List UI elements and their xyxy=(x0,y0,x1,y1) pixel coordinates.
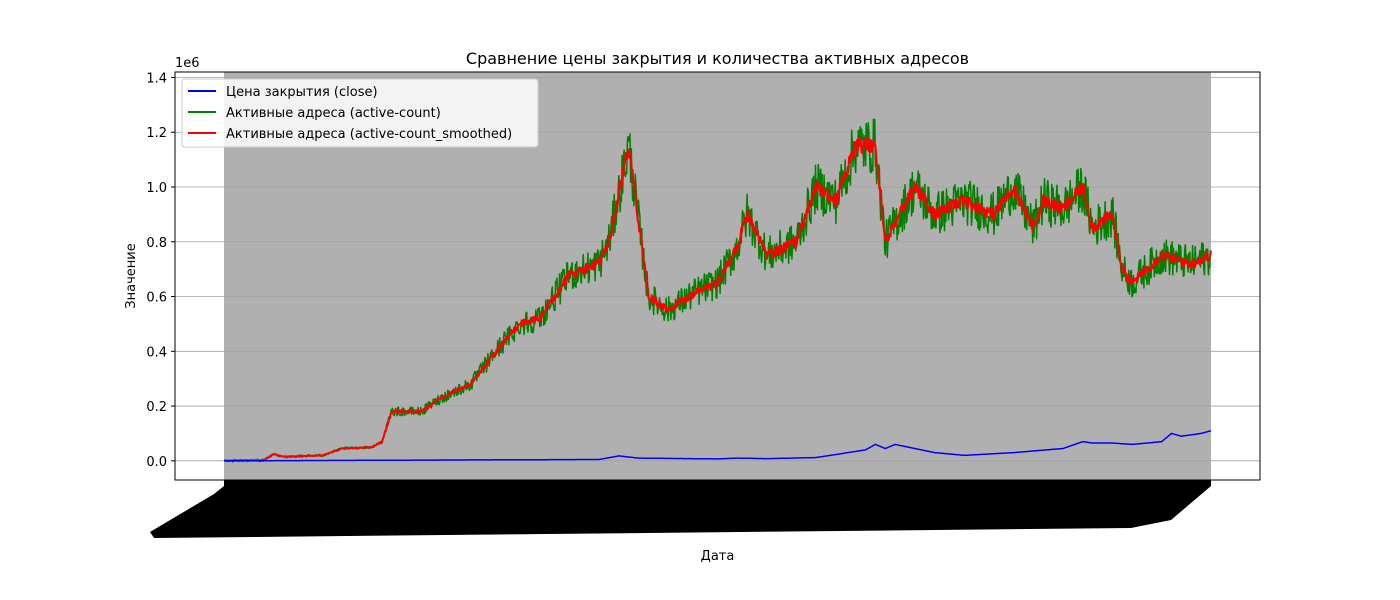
y-tick-label: 1.4 xyxy=(146,71,167,86)
x-tick-labels xyxy=(150,486,1211,538)
y-tick-label: 0.2 xyxy=(146,400,167,415)
x-ticks xyxy=(150,480,1211,538)
y-tick-label: 0.0 xyxy=(146,455,167,470)
series-line-1 xyxy=(223,118,1212,463)
chart-title: Сравнение цены закрытия и количества акт… xyxy=(466,49,969,68)
x-axis-label: Дата xyxy=(701,549,735,564)
y-tick-label: 0.8 xyxy=(146,236,167,251)
legend-label: Цена закрытия (close) xyxy=(226,85,378,100)
y-tick-label: 0.4 xyxy=(146,345,167,360)
y-ticks: 0.0 0.2 0.4 0.6 0.8 1.0 1.2 1.4 xyxy=(146,71,175,470)
legend-box xyxy=(181,78,539,148)
series-line-2 xyxy=(223,137,1212,462)
legend-label: Активные адреса (active-count) xyxy=(226,106,441,121)
y-tick-label: 1.0 xyxy=(146,181,167,196)
x-tick-marks xyxy=(224,480,1211,486)
y-axis-label: Значение xyxy=(124,243,139,308)
y-tick-label: 1.2 xyxy=(146,126,167,141)
series-line-0 xyxy=(223,429,1212,462)
legend: Цена закрытия (close) Активные адреса (ac… xyxy=(181,78,539,148)
y-scale-label: 1e6 xyxy=(175,56,200,71)
y-tick-label: 0.6 xyxy=(146,291,167,306)
legend-label: Активные адреса (active-count_smoothed) xyxy=(226,127,512,142)
